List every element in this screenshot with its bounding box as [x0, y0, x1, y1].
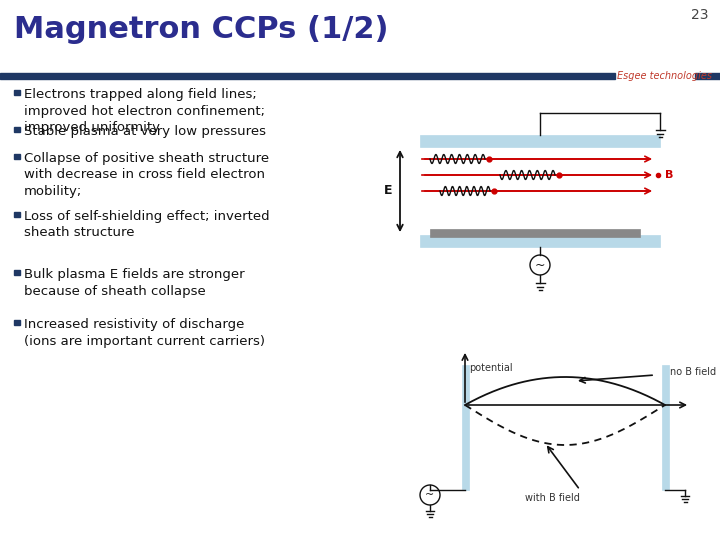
- Text: no B field: no B field: [670, 367, 716, 377]
- Text: Bulk plasma E fields are stronger
because of sheath collapse: Bulk plasma E fields are stronger becaus…: [24, 268, 245, 298]
- Text: E: E: [384, 185, 392, 198]
- Text: Esgee technologies: Esgee technologies: [617, 71, 712, 81]
- Text: Increased resistivity of discharge
(ions are important current carriers): Increased resistivity of discharge (ions…: [24, 318, 265, 348]
- Bar: [695, 73, 720, 79]
- Text: Stable plasma at very low pressures: Stable plasma at very low pressures: [24, 125, 266, 138]
- Bar: [462, 365, 469, 490]
- Bar: [14, 269, 19, 275]
- Text: with B field: with B field: [525, 493, 580, 503]
- Bar: [0, 73, 615, 79]
- Text: B: B: [665, 170, 673, 180]
- Text: Collapse of positive sheath structure
with decrease in cross field electron
mobi: Collapse of positive sheath structure wi…: [24, 152, 269, 198]
- Bar: [430, 229, 640, 237]
- Bar: [420, 135, 660, 147]
- Bar: [14, 90, 19, 95]
- Text: potential: potential: [469, 363, 513, 373]
- Bar: [14, 212, 19, 217]
- Bar: [420, 235, 660, 247]
- Bar: [662, 365, 669, 490]
- Text: ~: ~: [535, 259, 545, 272]
- Bar: [14, 320, 19, 325]
- Bar: [14, 126, 19, 132]
- Text: Magnetron CCPs (1/2): Magnetron CCPs (1/2): [14, 15, 389, 44]
- Text: Loss of self-shielding effect; inverted
sheath structure: Loss of self-shielding effect; inverted …: [24, 210, 269, 240]
- Text: ~: ~: [426, 490, 435, 500]
- Text: Electrons trapped along field lines;
improved hot electron confinement;
improved: Electrons trapped along field lines; imp…: [24, 88, 265, 134]
- Text: 23: 23: [690, 8, 708, 22]
- Bar: [14, 153, 19, 159]
